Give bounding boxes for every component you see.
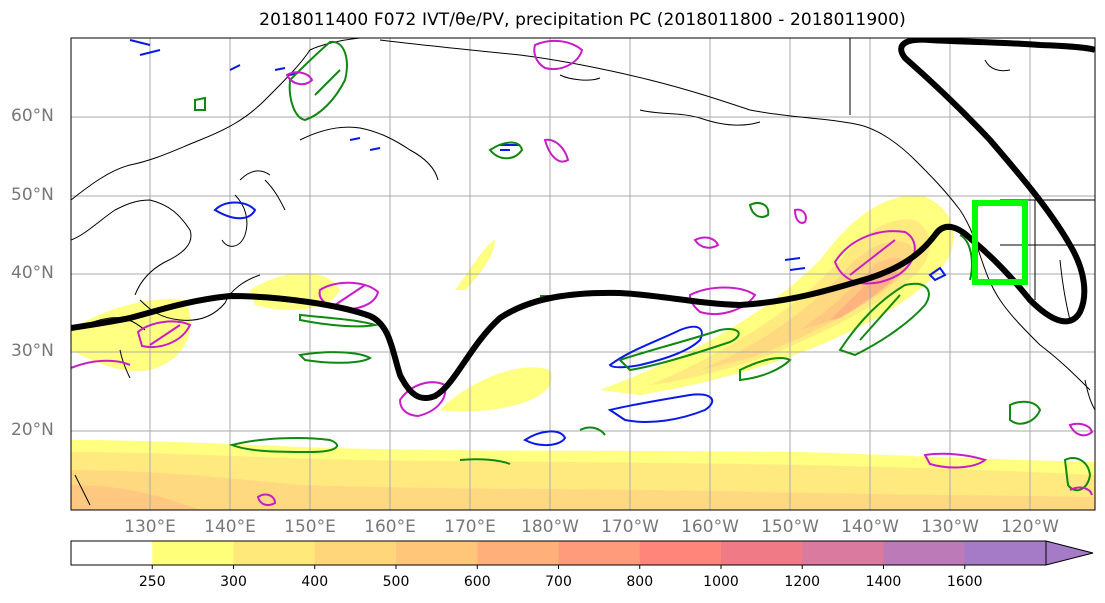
graticule <box>71 38 1095 510</box>
lat-label: 60°N <box>11 106 54 126</box>
colorbar-tick-label: 500 <box>382 574 410 590</box>
colorbar-segment <box>233 541 316 565</box>
colorbar-segment <box>721 541 803 565</box>
colorbar-tick-label: 1000 <box>703 574 739 590</box>
lon-label: 170°E <box>444 517 496 537</box>
map-frame <box>70 37 1096 511</box>
colorbar-segment <box>802 541 884 565</box>
colorbar-segment <box>639 541 722 565</box>
lat-label: 30°N <box>11 341 54 361</box>
lon-label: 140°E <box>204 517 256 537</box>
lon-label: 180°W <box>521 517 579 537</box>
colorbar-tick-label: 700 <box>545 574 572 590</box>
lon-label: 170°W <box>601 517 659 537</box>
lat-label: 20°N <box>11 420 54 440</box>
coastlines <box>71 38 1095 506</box>
lon-label: 150°E <box>284 517 336 537</box>
colorbar-segment <box>71 541 153 565</box>
lon-label: 160°E <box>364 517 416 537</box>
lat-label: 40°N <box>11 263 54 283</box>
lon-label: 160°W <box>681 517 739 537</box>
colorbar-segment <box>883 541 966 565</box>
colorbar-tick-label: 800 <box>626 574 654 590</box>
lon-label: 140°W <box>841 517 899 537</box>
colorbar-tick-label: 300 <box>220 574 247 590</box>
colorbar-segment <box>152 541 234 565</box>
colorbar-tick-label: 1200 <box>784 574 821 590</box>
colorbar-segment <box>396 541 478 565</box>
jet-contour <box>71 38 1095 402</box>
colorbar-segment <box>314 541 397 565</box>
lon-label: 130°W <box>921 517 979 537</box>
colorbar-extend-arrow <box>1045 540 1094 566</box>
colorbar-segment <box>477 541 559 565</box>
colorbar-segment <box>558 541 641 565</box>
lat-label: 50°N <box>11 185 54 205</box>
colorbar-tick-label: 400 <box>301 574 329 590</box>
colorbar-tick-label: 1400 <box>865 574 902 590</box>
target-region-box <box>972 200 1028 285</box>
lon-label: 130°E <box>124 517 176 537</box>
chart-title: 2018011400 F072 IVT/θe/PV, precipitation… <box>259 10 906 30</box>
colorbar-tick-label: 1600 <box>946 574 983 590</box>
colorbar-tick-label: 600 <box>463 574 491 590</box>
colorbar-tick-label: 250 <box>138 574 166 590</box>
lon-label: 120°W <box>1001 517 1059 537</box>
colorbar-segment <box>964 541 1047 565</box>
lon-label: 150°W <box>761 517 819 537</box>
theta-contours <box>129 39 947 446</box>
